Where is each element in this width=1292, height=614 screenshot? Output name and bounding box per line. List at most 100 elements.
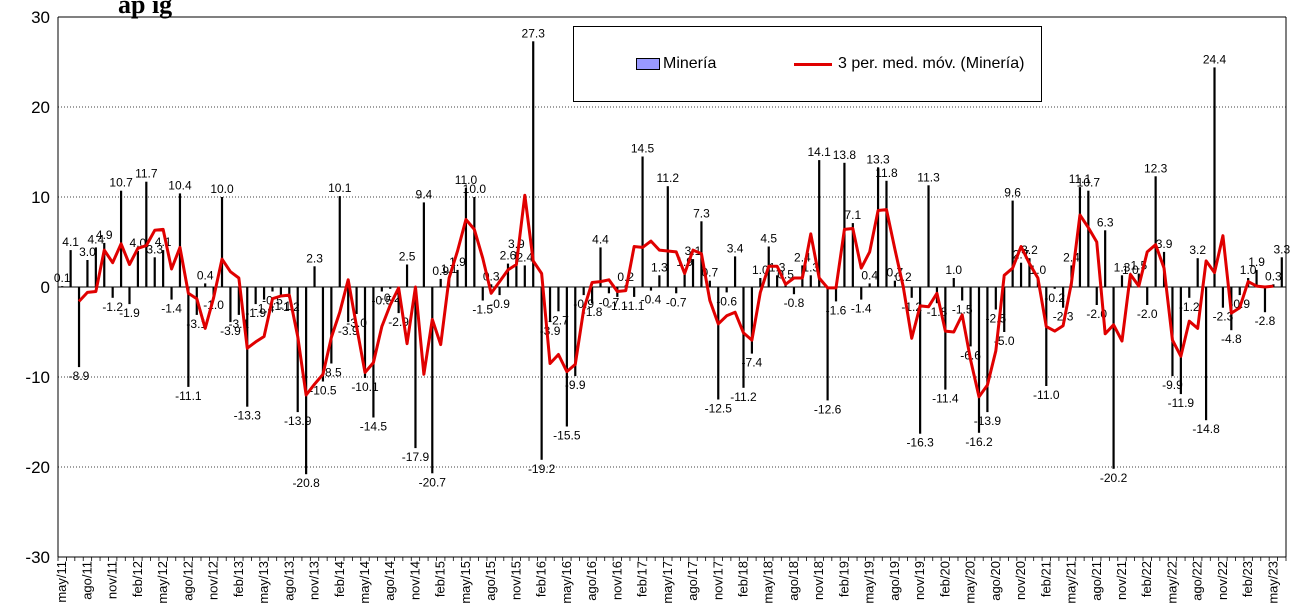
bar	[1146, 287, 1149, 305]
data-label: -11.2	[730, 390, 757, 404]
x-tick-label: nov/22	[1215, 561, 1230, 600]
data-label: 10.0	[463, 182, 487, 196]
legend: Minería 3 per. med. móv. (Minería)	[573, 26, 1042, 102]
data-label: 3.9	[508, 237, 525, 251]
bar	[952, 278, 955, 287]
bar	[363, 287, 367, 378]
bar	[649, 287, 653, 291]
data-label: -16.2	[965, 435, 993, 449]
y-tick-label: 20	[31, 98, 50, 117]
x-tick-label: ago/19	[887, 561, 902, 601]
bar	[187, 287, 190, 387]
bar	[1095, 287, 1098, 305]
bar	[506, 263, 510, 287]
bar	[1238, 287, 1241, 296]
data-label: -20.2	[1100, 471, 1128, 485]
data-label: -7.4	[742, 356, 763, 370]
bar	[607, 287, 611, 294]
data-label: -12.6	[814, 402, 842, 416]
bar	[557, 287, 560, 312]
data-label: -2.3	[1053, 310, 1074, 324]
x-tick-label: nov/15	[508, 561, 523, 600]
bar	[220, 197, 224, 287]
bar	[414, 287, 417, 449]
data-label: 11.2	[657, 171, 680, 185]
bar	[288, 287, 291, 298]
bar	[405, 264, 409, 287]
bar	[1087, 190, 1090, 287]
x-tick-label: may/11	[54, 561, 69, 603]
bar	[1204, 287, 1208, 421]
x-tick-label: nov/14	[407, 561, 422, 600]
data-label: -13.9	[974, 414, 1002, 428]
x-tick-label: may/22	[1164, 561, 1179, 604]
data-label: -2.8	[1255, 314, 1276, 328]
data-label: -10.1	[351, 380, 379, 394]
x-tick-label: ago/15	[483, 561, 498, 601]
data-label: 14.5	[631, 142, 655, 156]
bar	[599, 247, 602, 287]
bar	[675, 287, 678, 294]
data-label: 13.3	[866, 152, 890, 166]
bar	[178, 193, 182, 287]
x-tick-label: ago/16	[584, 561, 599, 601]
data-label: -1.2	[1179, 300, 1200, 314]
bar	[1062, 287, 1065, 308]
data-label: -0.7	[599, 295, 620, 309]
y-tick-label: 10	[31, 188, 50, 207]
data-label: 1.0	[1240, 263, 1257, 277]
x-tick-label: may/17	[660, 561, 675, 604]
bar	[540, 287, 543, 460]
data-label: 2.5	[399, 250, 416, 264]
bar	[826, 287, 829, 401]
bar	[1280, 257, 1283, 287]
bar	[77, 287, 81, 368]
data-label: 1.0	[945, 263, 962, 277]
bar	[1263, 287, 1267, 313]
bar	[128, 287, 131, 305]
data-label: 11.7	[135, 167, 158, 181]
x-tick-label: nov/16	[609, 561, 624, 600]
x-tick-label: nov/12	[206, 561, 221, 600]
data-label: -0.7	[666, 295, 687, 309]
x-tick-label: ago/12	[180, 561, 195, 601]
bar	[439, 278, 442, 287]
data-label: -2.7	[548, 313, 569, 327]
data-label: -11.1	[175, 389, 202, 403]
data-label: 11.1	[1069, 172, 1092, 186]
bar	[1154, 176, 1157, 287]
x-tick-label: feb/19	[836, 561, 851, 597]
legend-bar-swatch	[636, 58, 660, 70]
bar	[347, 287, 350, 323]
bar	[750, 287, 754, 354]
bar	[119, 190, 123, 287]
bar	[961, 287, 964, 301]
data-label: -5.0	[994, 334, 1015, 348]
bar	[111, 287, 114, 298]
bar	[321, 287, 325, 382]
y-tick-label: 0	[41, 278, 50, 297]
bar	[1003, 287, 1006, 332]
data-label: 0.3	[1265, 269, 1282, 283]
bar	[1188, 287, 1191, 298]
bar	[683, 269, 686, 287]
data-label: 13.8	[833, 148, 857, 162]
x-tick-label: nov/13	[307, 561, 322, 600]
x-tick-label: nov/11	[105, 561, 120, 599]
data-label: 2.4	[1063, 250, 1080, 264]
bar	[590, 287, 594, 304]
data-label: 3.4	[727, 241, 744, 255]
data-label: 0.4	[197, 268, 214, 282]
x-tick-label: may/12	[155, 561, 170, 604]
data-label: -0.5	[371, 294, 392, 308]
data-label: -13.9	[284, 414, 312, 428]
x-tick-label: may/14	[357, 561, 372, 604]
bar	[574, 287, 577, 377]
bar	[338, 196, 341, 287]
bar	[372, 287, 375, 418]
bar	[69, 250, 72, 287]
data-label: -16.3	[906, 436, 934, 450]
bar	[910, 287, 913, 298]
bar	[977, 287, 981, 433]
